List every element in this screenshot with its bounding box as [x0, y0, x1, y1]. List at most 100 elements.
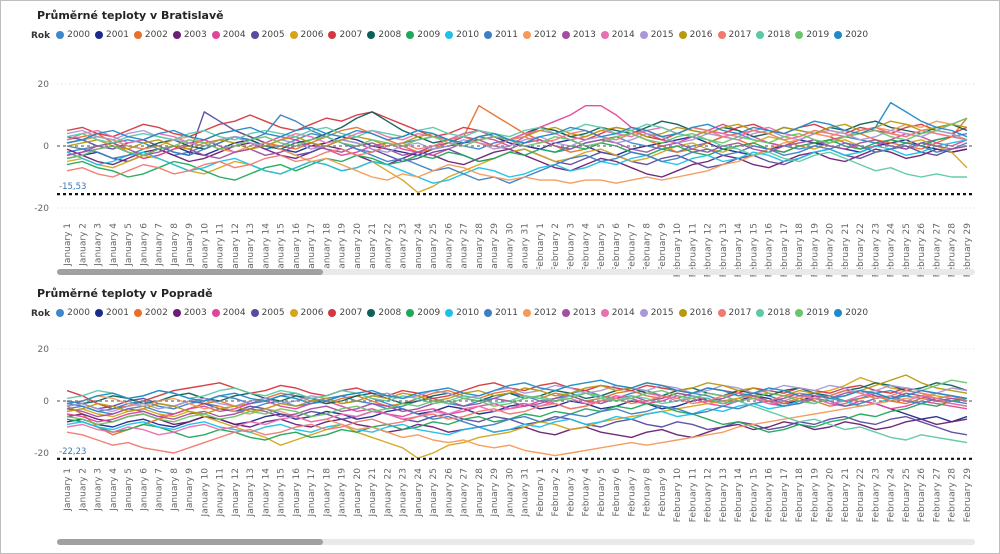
- horizontal-scrollbar[interactable]: [57, 539, 975, 545]
- x-tick-label: January 23: [399, 468, 409, 517]
- legend-label: 2000: [67, 308, 91, 318]
- legend-item-2005[interactable]: 2005: [250, 308, 285, 318]
- x-tick-label: January 29: [490, 223, 500, 273]
- legend-item-2007[interactable]: 2007: [328, 30, 362, 40]
- legend-item-2018[interactable]: 2018: [756, 30, 790, 40]
- x-tick-label: February 11: [688, 223, 698, 277]
- x-tick-label: January 27: [460, 223, 470, 272]
- series-line-2006: [66, 376, 968, 459]
- x-tick-label: January 4: [109, 468, 119, 512]
- legend-item-2001[interactable]: 2001: [95, 308, 129, 318]
- legend-label: 2009: [417, 30, 441, 40]
- legend-label: 2007: [339, 30, 363, 40]
- legend-item-2000[interactable]: 2000: [56, 308, 90, 318]
- x-tick-label: February 18: [795, 468, 805, 522]
- x-tick-label: January 24: [414, 223, 424, 273]
- legend-item-2018[interactable]: 2018: [756, 308, 790, 318]
- legend-swatch-icon: [95, 31, 104, 39]
- x-tick-label: January 23: [399, 223, 409, 272]
- legend-item-2017[interactable]: 2017: [717, 30, 752, 40]
- legend-item-2006[interactable]: 2006: [289, 308, 323, 318]
- legend-item-2013[interactable]: 2013: [561, 30, 596, 40]
- legend-swatch-icon: [600, 31, 609, 39]
- chart-legend: Rok 2000 2001 2002 2003 2004 2005 2006 2007 2008…: [31, 29, 873, 43]
- x-tick-label: January 27: [460, 468, 470, 517]
- legend-item-2009[interactable]: 2009: [406, 308, 440, 318]
- legend-item-2011[interactable]: 2011: [484, 30, 518, 40]
- chart-panel-poprad: Průměrné teploty v Popradě Rok 2000 2001 2…: [1, 279, 999, 549]
- legend-item-2000[interactable]: 2000: [56, 30, 90, 40]
- legend-item-2015[interactable]: 2015: [639, 30, 674, 40]
- legend-swatch-icon: [289, 31, 298, 39]
- x-tick-label: February 24: [887, 223, 897, 277]
- x-tick-label: January 12: [231, 468, 241, 517]
- legend-label: 2009: [417, 308, 441, 318]
- legend-item-2017[interactable]: 2017: [717, 308, 752, 318]
- scrollbar-thumb[interactable]: [57, 539, 323, 545]
- legend-swatch-icon: [56, 31, 65, 39]
- legend-item-2020[interactable]: 2020: [834, 308, 868, 318]
- legend-item-2016[interactable]: 2016: [678, 308, 713, 318]
- legend-label: 2017: [728, 308, 752, 318]
- legend-swatch-icon: [211, 31, 220, 39]
- x-tick-label: January 1: [63, 468, 73, 512]
- legend-label: 2018: [767, 308, 791, 318]
- legend-label: 2013: [572, 308, 596, 318]
- legend-swatch-icon: [639, 309, 648, 317]
- x-tick-label: February 12: [704, 468, 714, 522]
- legend-item-2001[interactable]: 2001: [95, 30, 129, 40]
- x-tick-label: January 17: [307, 223, 317, 272]
- legend-item-2003[interactable]: 2003: [172, 30, 207, 40]
- legend-item-2006[interactable]: 2006: [289, 30, 323, 40]
- legend-item-2012[interactable]: 2012: [522, 308, 557, 318]
- x-tick-label: February 26: [917, 223, 927, 277]
- legend-item-2019[interactable]: 2019: [795, 30, 829, 40]
- scrollbar-thumb[interactable]: [57, 269, 323, 275]
- legend-item-2008[interactable]: 2008: [367, 30, 401, 40]
- x-tick-label: February 29: [963, 468, 973, 522]
- legend-item-2003[interactable]: 2003: [172, 308, 207, 318]
- legend-item-2014[interactable]: 2014: [600, 308, 635, 318]
- legend-swatch-icon: [445, 309, 454, 317]
- legend-item-2014[interactable]: 2014: [600, 30, 635, 40]
- legend-item-2019[interactable]: 2019: [795, 308, 829, 318]
- legend-swatch-icon: [328, 309, 337, 317]
- legend-item-2016[interactable]: 2016: [678, 30, 713, 40]
- legend-item-2005[interactable]: 2005: [250, 30, 285, 40]
- legend-item-2009[interactable]: 2009: [406, 30, 440, 40]
- series-line-2009: [66, 397, 968, 441]
- legend-item-2015[interactable]: 2015: [639, 308, 674, 318]
- x-tick-label: January 2: [78, 223, 88, 267]
- x-tick-label: February 23: [871, 468, 881, 522]
- legend-label: 2014: [611, 308, 635, 318]
- legend-item-2011[interactable]: 2011: [484, 308, 518, 318]
- y-tick-label: -20: [34, 204, 49, 214]
- series-line-2020: [66, 101, 968, 144]
- legend-item-2020[interactable]: 2020: [834, 30, 868, 40]
- legend-swatch-icon: [133, 31, 142, 39]
- legend-swatch-icon: [172, 309, 181, 317]
- legend-item-2012[interactable]: 2012: [522, 30, 557, 40]
- legend-item-2013[interactable]: 2013: [561, 308, 596, 318]
- legend-item-2010[interactable]: 2010: [445, 30, 479, 40]
- x-tick-label: February 4: [582, 468, 592, 517]
- x-tick-label: January 19: [338, 468, 348, 518]
- legend-item-2007[interactable]: 2007: [328, 308, 362, 318]
- horizontal-scrollbar[interactable]: [57, 269, 975, 275]
- legend-swatch-icon: [834, 309, 843, 317]
- legend-item-2002[interactable]: 2002: [133, 308, 168, 318]
- legend-swatch-icon: [484, 309, 493, 317]
- legend-item-2004[interactable]: 2004: [211, 30, 246, 40]
- legend-label: 2011: [495, 308, 518, 318]
- legend-item-2008[interactable]: 2008: [367, 308, 401, 318]
- x-tick-label: February 11: [688, 468, 698, 522]
- legend-label: 2017: [728, 30, 752, 40]
- legend-item-2010[interactable]: 2010: [445, 308, 479, 318]
- legend-label: 2007: [339, 308, 363, 318]
- legend-item-2004[interactable]: 2004: [211, 308, 246, 318]
- legend-swatch-icon: [717, 31, 726, 39]
- legend-swatch-icon: [56, 309, 65, 317]
- legend-item-2002[interactable]: 2002: [133, 30, 168, 40]
- legend-swatch-icon: [561, 31, 570, 39]
- min-reference-label: -22,23: [59, 447, 86, 457]
